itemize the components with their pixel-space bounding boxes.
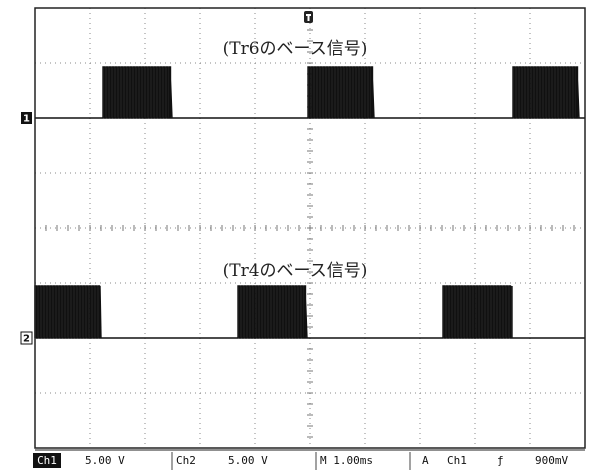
trigger-level: 900mV	[535, 454, 568, 467]
ch1-label: Ch1	[37, 454, 57, 467]
trace-label: (Tr4のベース信号)	[223, 261, 368, 281]
pulse-burst	[103, 67, 170, 118]
trigger-mode: A	[422, 454, 429, 467]
timebase: M 1.00ms	[320, 454, 373, 467]
ch2-label: Ch2	[176, 454, 196, 467]
oscilloscope-screen: (Tr6のベース信号) (Tr4のベース信号) 1 2 Ch1 5.00 V C…	[0, 0, 593, 472]
pulse-burst	[513, 67, 577, 118]
background	[0, 0, 593, 472]
channel-marker: 1	[23, 114, 30, 125]
ch1-scale: 5.00 V	[85, 454, 125, 467]
trigger-position-marker	[304, 11, 313, 23]
trigger-slope: ƒ	[497, 454, 504, 467]
ch2-scale: 5.00 V	[228, 454, 268, 467]
trigger-source: Ch1	[447, 454, 467, 467]
pulse-burst	[238, 286, 305, 338]
pulse-burst	[308, 67, 372, 118]
pulse-burst	[35, 286, 100, 338]
channel-marker: 2	[23, 334, 30, 345]
trace-label: (Tr6のベース信号)	[223, 39, 368, 59]
pulse-burst	[443, 286, 512, 338]
